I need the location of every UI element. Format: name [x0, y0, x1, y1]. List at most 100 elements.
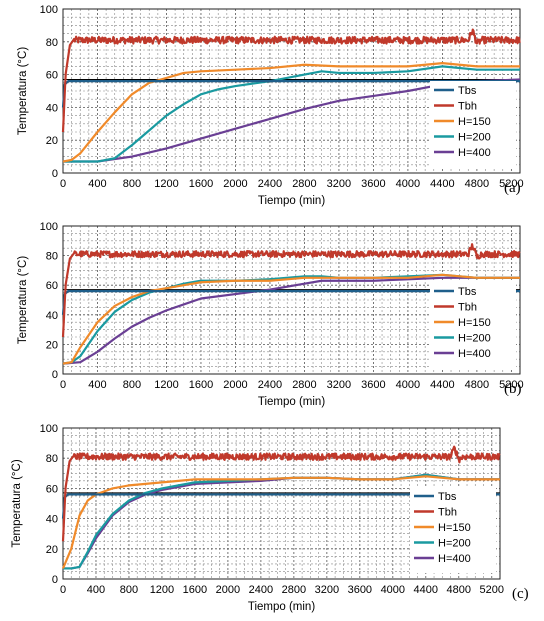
x-tick-label: 800: [123, 178, 141, 190]
y-tick-label: 0: [52, 168, 58, 180]
x-tick-label: 0: [60, 584, 66, 596]
x-tick-label: 400: [87, 584, 105, 596]
y-axis-label: Temperatura (°C): [11, 459, 23, 547]
y-tick-label: 100: [40, 221, 58, 233]
y-tick-label: 60: [46, 280, 58, 292]
x-tick-label: 4000: [396, 178, 420, 190]
y-tick-label: 80: [46, 37, 58, 49]
y-tick-label: 20: [46, 135, 58, 147]
x-tick-label: 1200: [150, 584, 174, 596]
y-axis-label: Temperatura (°C): [17, 256, 29, 344]
legend-label: Tbh: [458, 302, 477, 314]
y-tick-label: 40: [46, 102, 58, 114]
y-tick-label: 60: [46, 70, 58, 82]
x-axis-label: Tiempo (min): [258, 195, 325, 207]
x-tick-label: 2800: [292, 178, 316, 190]
legend: Tbs Tbh H=150 H=200 H=400: [430, 81, 516, 167]
legend-label: H=150: [458, 116, 491, 128]
x-tick-label: 400: [88, 178, 106, 190]
x-tick-label: 2800: [292, 379, 316, 391]
plot-area: [62, 225, 521, 375]
series-line-tbh: [61, 28, 521, 133]
x-tick-label: 800: [123, 379, 141, 391]
series-line-tbh: [61, 243, 521, 338]
x-tick-label: 2000: [223, 178, 247, 190]
series-line-h-150: [62, 273, 520, 365]
chart-panel-1: 0 20 40 60 80 100 0 400 800 1200 1600 2000 2400 2800 3…: [17, 4, 524, 207]
y-tick-label: 20: [46, 339, 58, 351]
legend-label: H=200: [438, 538, 471, 550]
legend-label: Tbs: [458, 85, 477, 97]
legend-label: Tbs: [438, 491, 457, 503]
y-tick-label: 40: [46, 514, 58, 526]
y-tick-label: 80: [46, 251, 58, 263]
series-line-h-150: [62, 62, 520, 163]
x-tick-label: 5200: [499, 379, 523, 391]
y-axis-label: Temperatura (°C): [17, 47, 29, 135]
x-tick-label: 4800: [465, 178, 489, 190]
x-tick-label: 5200: [499, 178, 523, 190]
y-tick-label: 100: [40, 4, 58, 16]
x-tick-label: 0: [60, 379, 66, 391]
x-axis-label: Tiempo (min): [258, 396, 325, 408]
series-line-h-200: [63, 65, 520, 163]
x-tick-label: 3600: [348, 584, 372, 596]
y-tick-label: 60: [46, 483, 58, 495]
series-line-h-400: [62, 276, 520, 365]
x-tick-label: 4800: [447, 584, 471, 596]
x-tick-label: 3600: [361, 379, 385, 391]
x-tick-label: 1600: [189, 178, 213, 190]
x-tick-label: 1600: [183, 584, 207, 596]
legend-label: Tbs: [458, 286, 477, 298]
legend-label: H=400: [458, 348, 491, 360]
x-tick-label: 2000: [216, 584, 240, 596]
x-tick-label: 3200: [327, 178, 351, 190]
x-tick-label: 2800: [282, 584, 306, 596]
x-tick-label: 2400: [249, 584, 273, 596]
x-tick-label: 3600: [361, 178, 385, 190]
chart-panel-2: 0 20 40 60 80 100 0 400 800 1200 1600 2000 2400 2800 3…: [17, 221, 524, 408]
legend: Tbs Tbh H=150 H=200 H=400: [410, 487, 496, 573]
plot-area: [62, 8, 521, 174]
legend-label: H=200: [458, 333, 491, 345]
y-tick-label: 40: [46, 310, 58, 322]
x-tick-label: 1200: [154, 379, 178, 391]
legend: Tbs Tbh H=150 H=200 H=400: [430, 282, 516, 368]
x-tick-label: 4400: [430, 379, 454, 391]
x-tick-label: 800: [120, 584, 138, 596]
y-tick-label: 0: [52, 369, 58, 381]
x-tick-label: 0: [60, 178, 66, 190]
y-tick-label: 100: [40, 423, 58, 435]
chart-panel-3: 0 20 40 60 80 100 0 400 800 1200 1600 2000 2400 2800 3…: [11, 423, 529, 613]
x-tick-label: 4400: [430, 178, 454, 190]
panel-label: (a): [504, 180, 521, 196]
legend-label: Tbh: [458, 101, 477, 113]
legend-label: H=400: [458, 147, 491, 159]
x-tick-label: 1200: [154, 178, 178, 190]
legend-label: H=200: [458, 132, 491, 144]
x-tick-label: 4000: [396, 379, 420, 391]
y-tick-label: 0: [52, 574, 58, 586]
panel-label: (c): [512, 586, 529, 602]
y-tick-label: 80: [46, 453, 58, 465]
x-tick-label: 4000: [381, 584, 405, 596]
series-line-tbh: [61, 445, 501, 542]
legend-label: H=150: [458, 317, 491, 329]
series-line-h-150: [61, 475, 500, 569]
x-tick-label: 2400: [258, 379, 282, 391]
x-tick-label: 400: [88, 379, 106, 391]
x-tick-label: 4800: [465, 379, 489, 391]
x-tick-label: 5200: [480, 584, 504, 596]
x-tick-label: 2400: [258, 178, 282, 190]
x-tick-label: 3200: [327, 379, 351, 391]
x-tick-label: 2000: [223, 379, 247, 391]
y-tick-label: 20: [46, 544, 58, 556]
panel-label: (b): [504, 381, 522, 397]
x-tick-label: 4400: [414, 584, 438, 596]
legend-label: H=150: [438, 522, 471, 534]
x-axis-label: Tiempo (min): [248, 601, 315, 613]
legend-label: H=400: [438, 553, 471, 565]
x-tick-label: 3200: [315, 584, 339, 596]
plot-area: [62, 427, 501, 580]
